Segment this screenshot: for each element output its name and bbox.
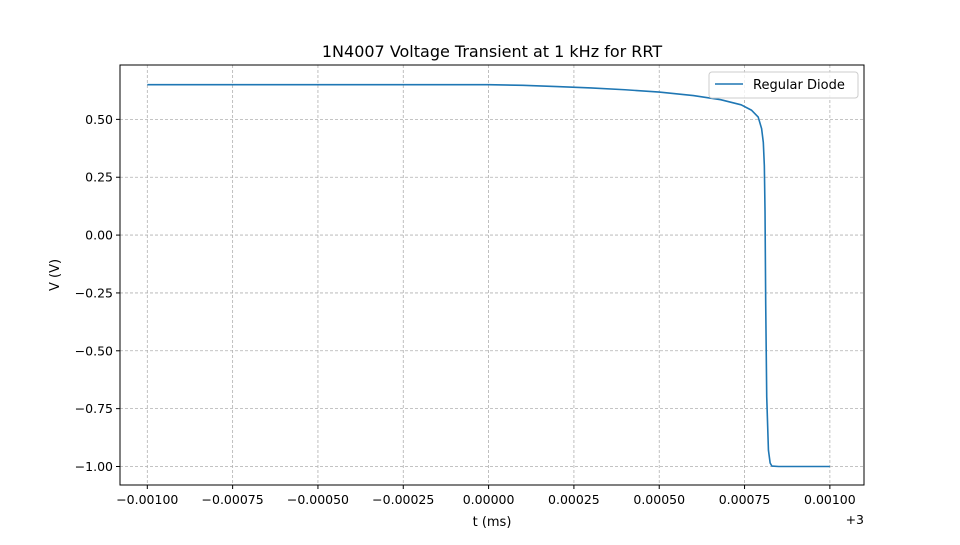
legend: Regular Diode	[708, 71, 859, 99]
x-tick-label: −0.00050	[287, 492, 349, 507]
x-tick-label: 0.00000	[463, 492, 515, 507]
grid-lines	[120, 65, 864, 485]
y-tick-label: −0.75	[75, 401, 113, 416]
x-tick-label: −0.00075	[202, 492, 264, 507]
x-axis-label: t (ms)	[473, 515, 512, 530]
y-axis-label: V (V)	[48, 259, 63, 291]
y-tick-label: 0.50	[85, 112, 113, 127]
x-tick-label: −0.00100	[116, 492, 178, 507]
x-axis-ticks: −0.00100 −0.00075 −0.00050 −0.00025 0.00000 0…	[116, 485, 856, 507]
legend-label-regular-diode: Regular Diode	[753, 78, 845, 93]
x-tick-label: −0.00025	[372, 492, 434, 507]
legend-box	[708, 71, 859, 99]
x-tick-label: 0.00075	[719, 492, 771, 507]
series-line-regular-diode	[147, 83, 830, 468]
x-offset-label: +3	[846, 512, 864, 527]
y-tick-label: −0.25	[75, 285, 113, 300]
x-tick-label: 0.00100	[804, 492, 856, 507]
y-tick-label: 0.25	[85, 170, 113, 185]
x-tick-label: 0.00050	[633, 492, 685, 507]
series-layer	[147, 83, 830, 468]
chart-title: 1N4007 Voltage Transient at 1 kHz for RR…	[322, 42, 662, 61]
y-tick-label: −1.00	[75, 459, 113, 474]
plot-frame	[119, 64, 865, 486]
y-axis-ticks: 0.50 0.25 0.00 −0.25 −0.50 −0.75 −1.00	[75, 112, 120, 474]
x-tick-label: 0.00025	[548, 492, 600, 507]
y-tick-label: 0.00	[85, 228, 113, 243]
y-tick-label: −0.50	[75, 343, 113, 358]
